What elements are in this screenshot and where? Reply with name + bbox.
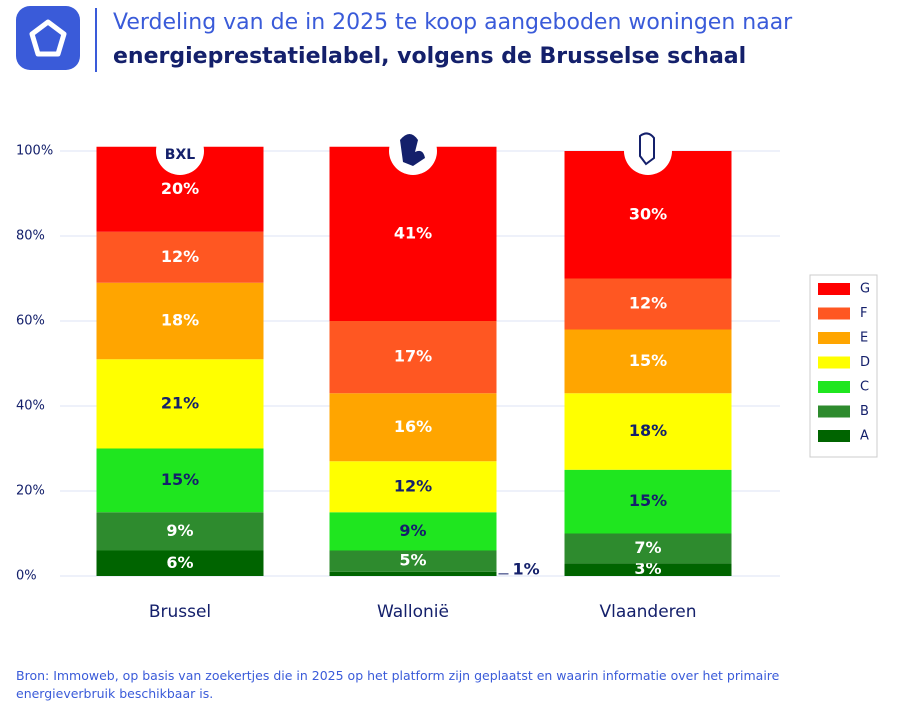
logo-icon [29, 19, 67, 57]
chart-title: Verdeling van de in 2025 te koop aangebo… [113, 10, 793, 35]
logo [16, 6, 80, 70]
region-logo [624, 127, 672, 175]
bar-segment [329, 571, 497, 576]
bar-segment [329, 512, 497, 551]
bar-segment [329, 393, 497, 462]
y-tick-label: 40% [16, 399, 45, 414]
legend-swatch [818, 381, 850, 393]
bar-segment [329, 321, 497, 394]
value-label: 12% [161, 247, 199, 266]
legend-label: F [860, 306, 867, 321]
source-note: Bron: Immoweb, op basis van zoekertjes d… [16, 668, 780, 701]
x-tick-label: Wallonië [377, 602, 449, 622]
y-tick-label: 0% [16, 569, 37, 584]
bar-segment [564, 329, 732, 394]
logo-icon [400, 134, 425, 166]
value-label: 12% [394, 476, 432, 495]
legend-swatch [818, 356, 850, 369]
value-label: 9% [399, 521, 426, 540]
bar-segment [564, 563, 732, 576]
legend-label: E [860, 331, 868, 346]
value-label: 16% [394, 417, 432, 436]
bar-segment [564, 533, 732, 564]
bar-segment [329, 461, 497, 513]
bar-segment [564, 278, 732, 330]
chart-title: energieprestatielabel, volgens de Brusse… [113, 44, 746, 69]
bar-segment [96, 550, 264, 576]
value-label: 18% [629, 421, 667, 440]
legend-label: C [860, 380, 869, 395]
value-label: 1% [513, 559, 540, 578]
bar-segment [96, 512, 264, 551]
bar-segment [564, 393, 732, 470]
value-label: 30% [629, 204, 667, 223]
legend-swatch [818, 307, 850, 320]
bar-segment [329, 550, 497, 572]
x-tick-label: Vlaanderen [599, 602, 696, 622]
legend-swatch [818, 430, 850, 442]
legend-swatch [818, 405, 850, 418]
value-label: 6% [166, 553, 193, 572]
value-label: 17% [394, 347, 432, 366]
value-label: 3% [634, 559, 661, 578]
value-label: 18% [161, 311, 199, 330]
bar-segment [96, 448, 264, 513]
bar-segment [96, 359, 264, 449]
bar-segment [96, 231, 264, 283]
region-logo [156, 127, 204, 175]
legend-label: B [860, 404, 869, 419]
chart: Verdeling van de in 2025 te koop aangebo… [16, 6, 878, 622]
value-label: 9% [166, 521, 193, 540]
bar-segment [564, 469, 732, 534]
value-label: 21% [161, 393, 199, 412]
bar-segment [329, 146, 497, 321]
value-label: 7% [634, 538, 661, 557]
legend-label: G [860, 282, 870, 297]
y-tick-label: 20% [16, 484, 45, 499]
value-label: 41% [394, 223, 432, 242]
value-label: 15% [161, 470, 199, 489]
legend-label: D [860, 355, 870, 370]
y-tick-label: 60% [16, 314, 45, 329]
x-tick-label: Brussel [149, 602, 211, 622]
value-label: 20% [161, 179, 199, 198]
value-label: 15% [629, 351, 667, 370]
bar-segment [96, 282, 264, 360]
value-label: 12% [629, 294, 667, 313]
value-label: 15% [629, 491, 667, 510]
y-tick-label: 80% [16, 229, 45, 244]
y-tick-label: 100% [16, 144, 53, 159]
logo-text: BXL [165, 147, 195, 163]
legend-label: A [860, 429, 869, 444]
legend-swatch [818, 332, 850, 344]
value-label: 5% [399, 551, 426, 570]
logo-icon [639, 132, 655, 166]
legend-swatch [818, 283, 850, 295]
